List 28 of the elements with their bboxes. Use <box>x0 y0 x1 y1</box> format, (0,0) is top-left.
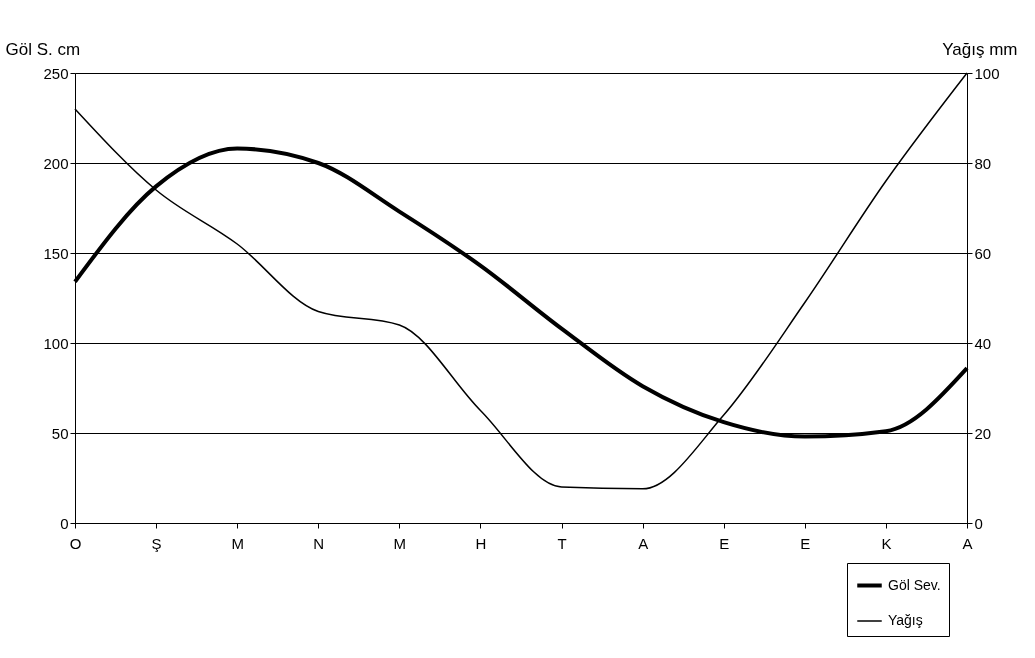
x-tick-label: E <box>719 534 730 552</box>
x-tick-label: A <box>962 534 973 552</box>
y2-tick-label: 40 <box>974 334 992 352</box>
x-tick-label: T <box>557 534 567 552</box>
x-tick-label: M <box>231 534 244 552</box>
x-tick-label: Ş <box>151 534 162 552</box>
y2-tick-label: 20 <box>974 424 992 442</box>
x-tick-label: H <box>475 534 487 552</box>
y2-tick-label: 60 <box>974 244 992 262</box>
y2-tick-label: 100 <box>974 64 1000 82</box>
legend-label: Göl Sev. <box>888 576 941 593</box>
x-tick-label: N <box>313 534 325 552</box>
x-tick-label: K <box>881 534 892 552</box>
y-tick-label: 100 <box>43 334 69 352</box>
y-tick-label: 50 <box>51 424 69 442</box>
x-tick-label: E <box>800 534 811 552</box>
y2-tick-label: 0 <box>974 514 983 532</box>
y-tick-label: 250 <box>43 64 69 82</box>
y2-tick-label: 80 <box>974 154 992 172</box>
x-tick-label: O <box>69 534 82 552</box>
y-axis-title: Göl S. cm <box>5 39 81 59</box>
y-tick-label: 150 <box>43 244 69 262</box>
x-tick-label: M <box>393 534 407 552</box>
y2-axis-title: Yağış mm <box>942 39 1018 59</box>
legend-label: Yağış <box>888 612 923 628</box>
y-tick-label: 0 <box>60 514 69 532</box>
y-tick-label: 200 <box>43 154 69 172</box>
x-tick-label: A <box>638 534 649 552</box>
